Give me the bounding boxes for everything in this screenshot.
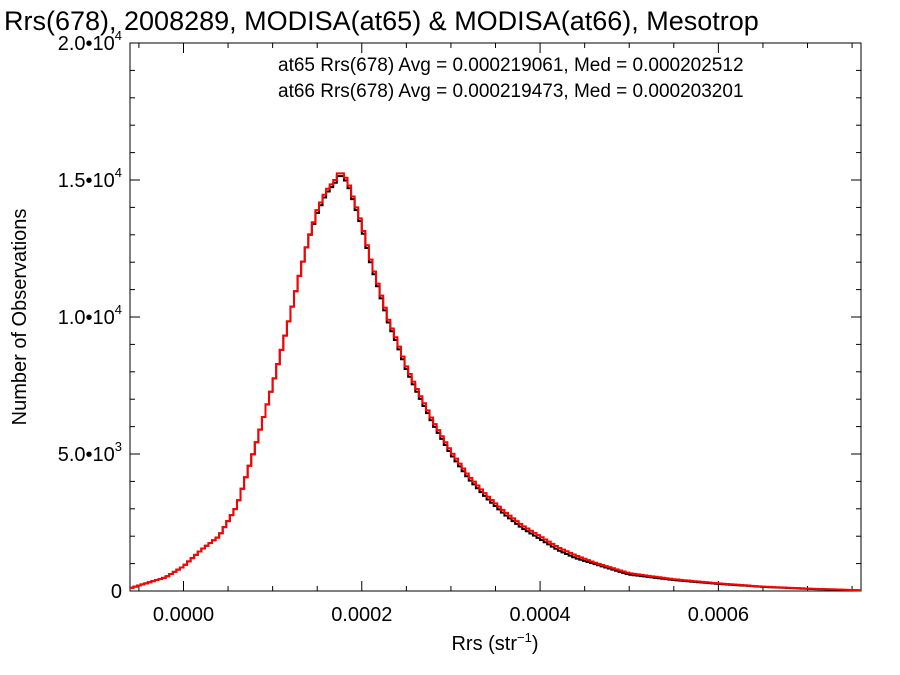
- x-tick-label: 0.0006: [688, 604, 749, 626]
- y-tick-label: 1.5•104: [58, 165, 122, 192]
- y-axis: 0 5.0•103 1.0•104 1.5•104 2.0•104: [58, 28, 861, 603]
- plot-frame: [129, 42, 862, 592]
- y-tick-label: 5.0•103: [58, 439, 122, 466]
- stat-annotation-at66: at66 Rrs(678) Avg = 0.000219473, Med = 0…: [278, 81, 744, 102]
- series-at65-line: [130, 175, 861, 592]
- x-tick-label: 0.0002: [331, 604, 392, 626]
- chart-title: Rrs(678), 2008289, MODISA(at65) & MODISA…: [4, 6, 759, 36]
- y-axis-label: Number of Observations: [9, 209, 31, 426]
- y-tick-label: 1.0•104: [58, 302, 122, 329]
- x-axis: 0.0000 0.0002 0.0004 0.0006: [138, 43, 853, 626]
- x-axis-label: Rrs (str−1): [451, 630, 538, 655]
- y-tick-label: 2.0•104: [58, 28, 122, 55]
- x-tick-label: 0.0000: [153, 604, 214, 626]
- y-tick-label: 0: [111, 581, 122, 603]
- x-tick-label: 0.0004: [509, 604, 570, 626]
- stat-annotation-at65: at65 Rrs(678) Avg = 0.000219061, Med = 0…: [278, 55, 744, 76]
- series-layer: [130, 172, 861, 592]
- series-at66-line: [130, 172, 861, 592]
